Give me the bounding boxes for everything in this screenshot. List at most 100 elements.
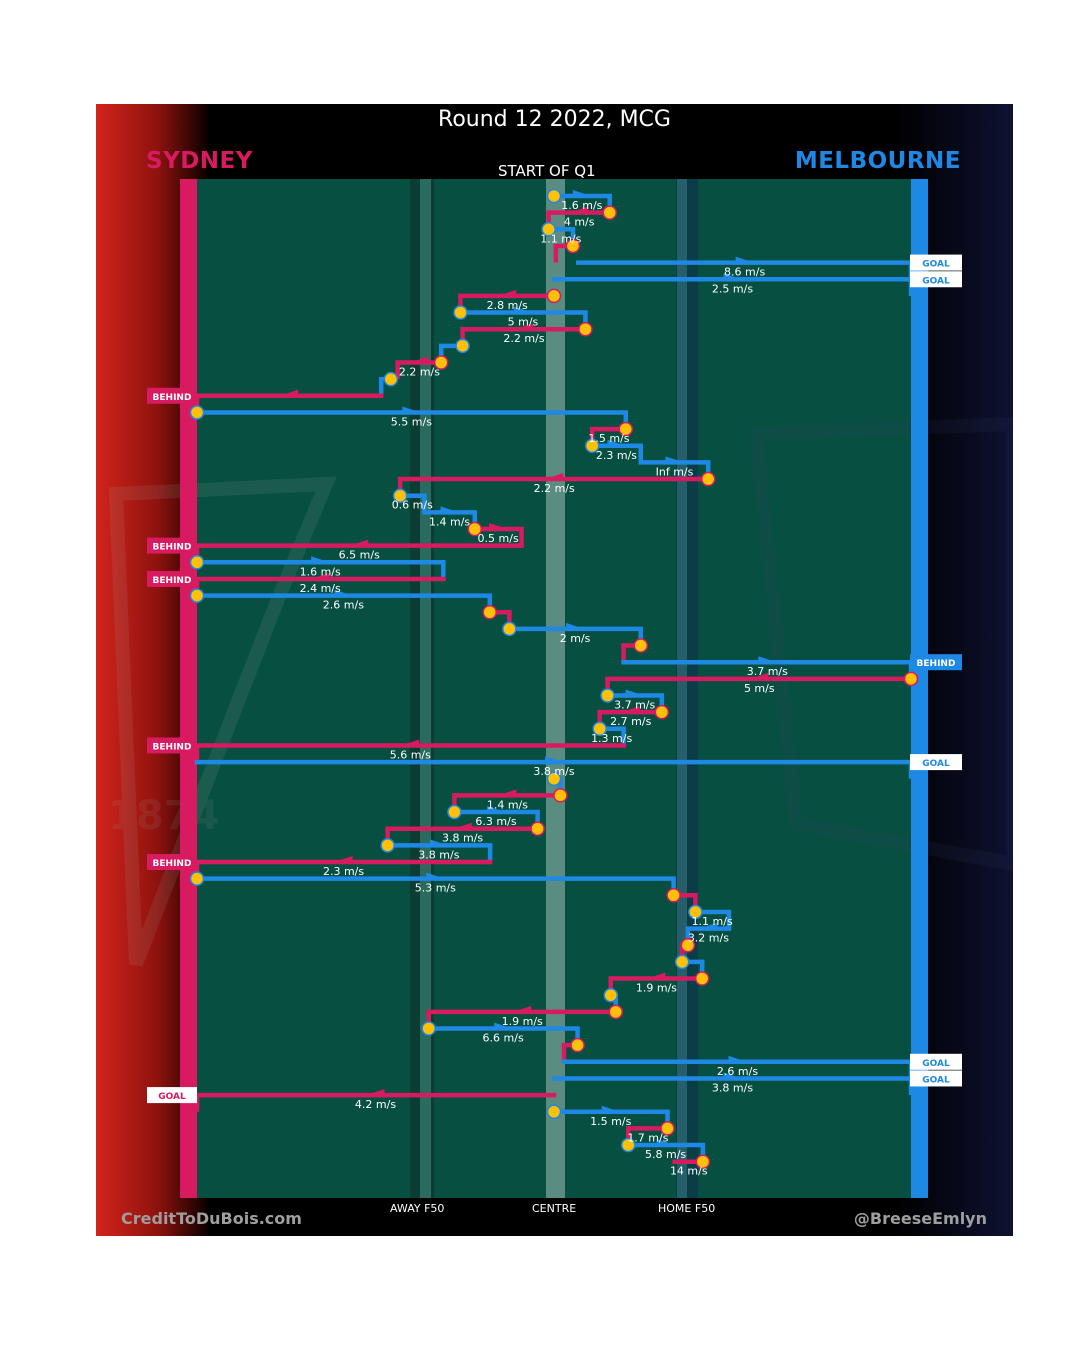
turnover-marker	[546, 288, 562, 304]
badge-text: BEHIND	[153, 576, 192, 586]
chain-melbourne-12	[378, 371, 399, 396]
outcome-behind-badge: BEHIND	[147, 387, 197, 404]
outcome-behind-badge: BEHIND	[910, 654, 962, 671]
direction-arrow	[665, 456, 684, 464]
direction-arrow	[440, 506, 459, 514]
turnover-marker	[455, 338, 470, 354]
turnover-marker	[546, 1104, 562, 1119]
speed-label: 6.5 m/s	[339, 549, 380, 562]
chain-sydney-9	[460, 321, 593, 346]
credit-right: @BreeseEmlyn	[853, 1209, 987, 1228]
turnover-marker	[447, 804, 462, 820]
speed-label: 1.7 m/s	[627, 1131, 668, 1144]
speed-label: 2.4 m/s	[300, 582, 341, 595]
direction-arrow	[735, 256, 754, 264]
outcome-goal-badge: GOAL	[910, 1070, 962, 1087]
away-f50-line	[420, 179, 431, 1198]
badge-background	[910, 254, 962, 271]
badge-text: BEHIND	[153, 742, 192, 752]
speed-label: 5.8 m/s	[645, 1148, 686, 1161]
turnover-marker	[618, 421, 634, 437]
turnover-marker	[530, 821, 545, 836]
chain-melbourne-33	[592, 721, 626, 746]
chain-melbourne-27	[502, 621, 644, 646]
speed-label: 6.6 m/s	[483, 1032, 524, 1045]
direction-arrow	[311, 572, 330, 580]
chain-sydney-30	[605, 671, 919, 696]
turnover-marker	[189, 871, 205, 886]
speed-label: 0.5 m/s	[478, 532, 519, 545]
direction-arrow	[453, 822, 472, 830]
turnover-marker	[608, 1004, 624, 1020]
speed-label: 14 m/s	[670, 1165, 708, 1178]
speed-label: 8.6 m/s	[724, 266, 765, 279]
outcome-behind-badge: BEHIND	[147, 570, 197, 587]
turnover-marker	[578, 321, 593, 337]
turnover-marker	[189, 588, 205, 603]
turnover-marker	[482, 605, 497, 620]
speed-label: 3.8 m/s	[712, 1081, 753, 1094]
turnover-marker	[584, 438, 600, 453]
turnover-marker	[680, 938, 696, 953]
direction-arrow	[545, 756, 563, 764]
home-f50-line	[677, 179, 687, 1198]
chain-sydney-55	[194, 1089, 557, 1112]
badge-background	[147, 1087, 197, 1104]
chain-melbourne-42	[189, 871, 676, 896]
direction-arrow	[699, 922, 718, 930]
turnover-marker	[553, 788, 568, 803]
speed-label: 1.1 m/s	[692, 915, 733, 928]
turnover-marker	[383, 371, 399, 387]
direction-arrow	[570, 206, 589, 214]
chain-sydney-59	[672, 1154, 711, 1169]
team-label-sydney: SYDNEY	[146, 148, 253, 174]
speed-label: 2.6 m/s	[717, 1065, 758, 1078]
direction-arrow	[545, 473, 564, 481]
speed-label: 3.2 m/s	[688, 932, 729, 945]
direction-arrow	[426, 872, 445, 880]
badge-background	[910, 271, 962, 288]
outcome-goal-badge: GOAL	[910, 1053, 962, 1070]
chain-sydney-18	[397, 471, 716, 496]
chain-melbourne-44	[688, 904, 732, 929]
direction-arrow	[350, 539, 369, 547]
turnover-marker	[654, 704, 670, 720]
badge-background	[910, 754, 962, 771]
chain-sydney-50	[426, 1004, 624, 1029]
speed-label: 5.5 m/s	[391, 415, 432, 428]
turnover-marker	[903, 671, 919, 687]
chain-sydney-28	[621, 638, 649, 663]
badge-background	[910, 1070, 962, 1087]
chain-sydney-4	[553, 238, 581, 263]
direction-arrow	[566, 622, 585, 630]
turnover-marker	[694, 971, 710, 986]
speed-label: 3.7 m/s	[747, 665, 788, 678]
speed-label: 5.6 m/s	[390, 748, 431, 761]
chart-title: Round 12 2022, MCG	[438, 107, 671, 132]
turnover-marker	[666, 888, 681, 903]
direction-arrow	[758, 656, 777, 664]
turnover-marker	[600, 688, 615, 703]
speed-label: 5 m/s	[508, 316, 539, 329]
badge-background	[147, 854, 197, 870]
direction-arrow	[366, 1089, 385, 1097]
direction-arrow	[311, 556, 330, 564]
direction-arrow	[513, 1005, 532, 1013]
badge-background	[910, 654, 962, 671]
direction-arrow	[498, 289, 517, 297]
direction-arrow	[723, 1072, 742, 1080]
direction-arrow	[601, 1105, 620, 1113]
badge-text: GOAL	[922, 759, 950, 769]
chart-frame: 1874 1.6 m/s 4 m/s 1.1 m/s 8.6 m/s 2.5 m/s 2.…	[96, 104, 1013, 1236]
speed-label: 5.3 m/s	[415, 882, 456, 895]
badge-text: GOAL	[158, 1092, 186, 1102]
zone-label-away-f50: AWAY F50	[390, 1202, 445, 1215]
speed-label: 1.3 m/s	[591, 732, 632, 745]
turnover-marker	[392, 488, 408, 503]
watermark-sydney-swan	[108, 476, 337, 967]
chain-melbourne-16	[584, 438, 644, 463]
turnover-marker	[380, 838, 395, 853]
chain-sydney-21	[467, 521, 524, 546]
direction-arrow	[515, 323, 534, 331]
badge-text: GOAL	[922, 1059, 950, 1069]
